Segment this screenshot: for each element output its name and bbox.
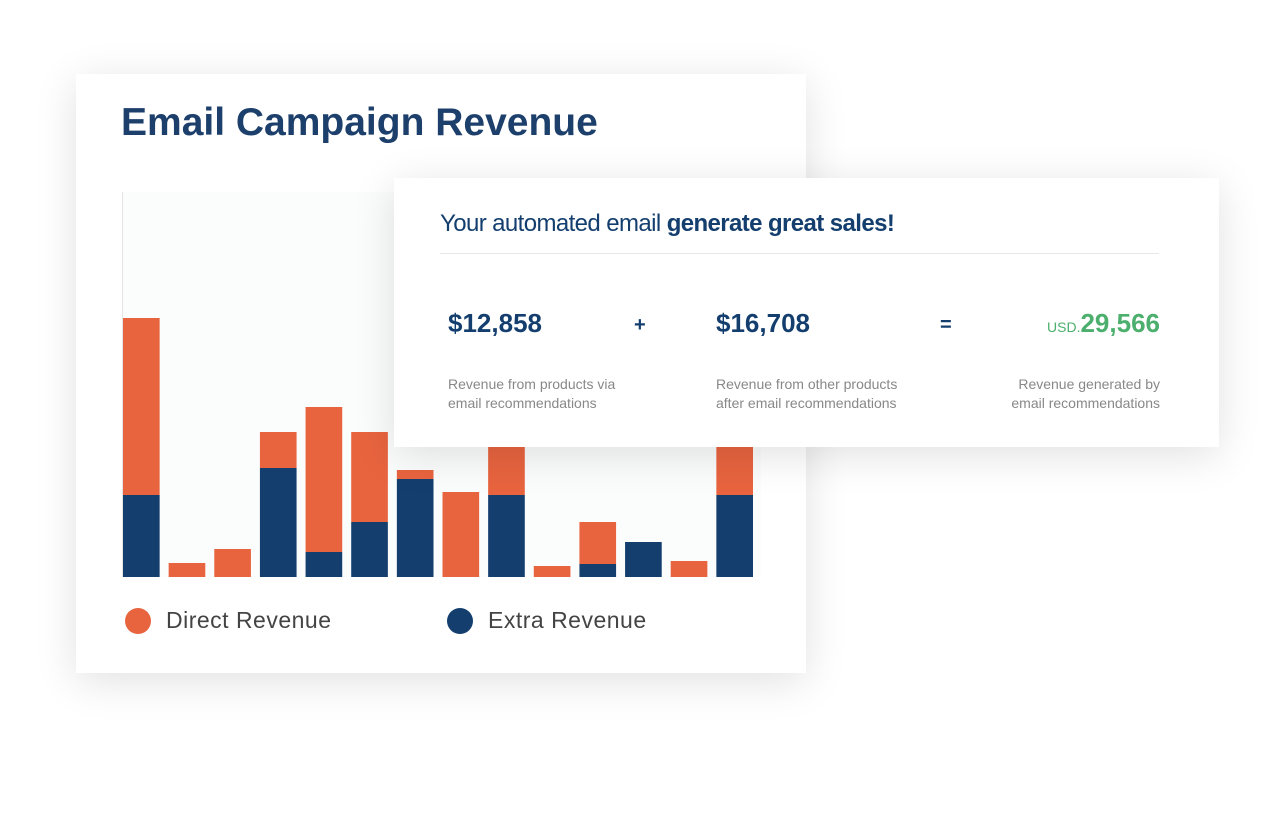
legend-marker (447, 608, 473, 634)
description: Revenue from products via email recommend… (448, 375, 615, 413)
currency: USD. (1047, 319, 1081, 335)
description: Revenue generated by email recommendation… (1011, 375, 1160, 413)
headline-bold: generate great sales! (666, 210, 895, 237)
bar-segment (168, 563, 206, 577)
bar-segment (716, 495, 753, 577)
bar-segment (351, 522, 388, 577)
desc-line: email recommendations (1011, 395, 1160, 411)
divider (440, 253, 1159, 254)
bar-segment (259, 432, 297, 468)
bar-segment (259, 468, 297, 577)
desc-line: Revenue from other products (716, 376, 898, 392)
desc-line: Revenue generated by (1018, 376, 1160, 392)
operator: = (940, 314, 952, 336)
amount: $12,858 (448, 308, 542, 338)
summary-card: Your automated email generate great sale… (394, 178, 1219, 447)
desc-line: email recommendations (448, 395, 597, 411)
description: Revenue from other products after email r… (716, 375, 897, 413)
bar-segment (533, 566, 571, 577)
bar-segment (123, 495, 160, 577)
operator: + (634, 314, 646, 336)
chart-title: Email Campaign Revenue (121, 101, 598, 144)
headline: Your automated email generate great sale… (440, 210, 895, 238)
bar-segment (305, 407, 343, 552)
bar-segment (625, 542, 662, 577)
bar-segment (488, 495, 525, 577)
legend-label: Extra Revenue (488, 607, 647, 633)
legend-marker (125, 608, 151, 634)
legend-label: Direct Revenue (166, 607, 332, 633)
bar-segment (579, 564, 617, 577)
bar-segment (396, 470, 434, 479)
bar-segment (442, 492, 480, 577)
bar-segment (579, 522, 617, 564)
bar-segment (214, 549, 251, 577)
total: USD.29,566 (1047, 308, 1160, 339)
desc-line: after email recommendations (716, 395, 897, 411)
total-amount: 29,566 (1080, 308, 1160, 338)
headline-normal: Your automated email (440, 210, 661, 237)
amount: $16,708 (716, 308, 810, 338)
desc-line: Revenue from products via (448, 376, 616, 392)
bar-segment (351, 432, 388, 522)
bar-segment (670, 561, 708, 577)
bar-segment (123, 318, 160, 495)
bar-segment (396, 479, 434, 577)
bar-segment (305, 552, 343, 577)
